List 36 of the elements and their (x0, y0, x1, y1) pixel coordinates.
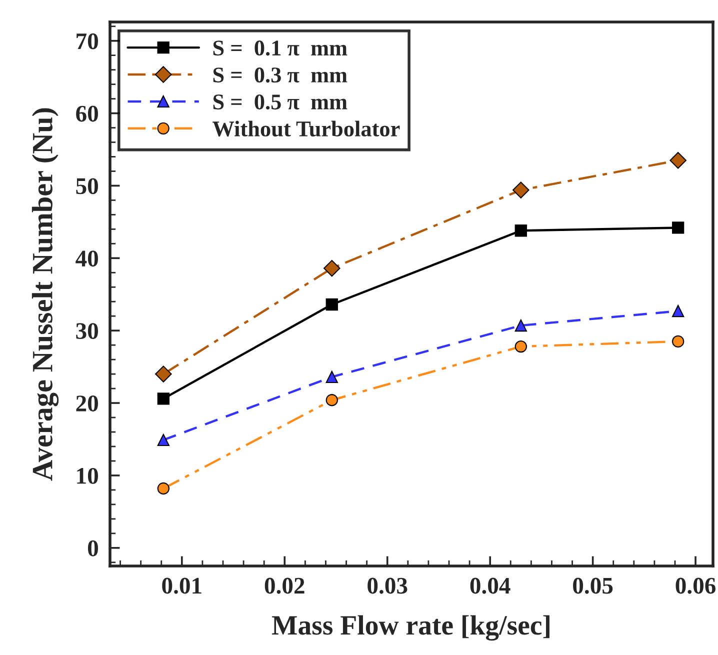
legend-label: Without Turbolator (212, 120, 400, 137)
x-axis-title: Mass Flow rate [kg/sec] (272, 615, 550, 641)
y-tick-label: 10 (77, 468, 98, 484)
x-tick-label: 0.01 (162, 578, 202, 594)
y-tick-label: 50 (76, 178, 98, 194)
y-tick-label: 70 (76, 33, 98, 50)
point (324, 260, 340, 277)
point (155, 366, 172, 382)
point (514, 340, 527, 353)
y-tick-label: 40 (76, 250, 98, 267)
x-tick-label: 0.03 (368, 578, 408, 594)
y-axis-title: Average Nusselt Number (Nu) (32, 108, 59, 481)
legend-label: S = 0.3 π mm (213, 68, 348, 83)
point (326, 298, 338, 311)
x-tick-label: 0.06 (676, 578, 716, 594)
point (670, 152, 686, 169)
point (514, 319, 527, 332)
point (157, 482, 170, 495)
y-tick-label: 0 (88, 540, 98, 556)
x-tick-label: 0.04 (470, 578, 510, 594)
x-tick-label: 0.05 (573, 578, 613, 594)
x-tick-label: 0.02 (264, 578, 304, 594)
point (672, 335, 684, 348)
legend-label: S = 0.5 π mm (213, 94, 348, 110)
point (512, 182, 530, 198)
y-tick-label: 20 (76, 396, 98, 412)
legend-label: S = 0.1 π mm (213, 40, 348, 56)
y-tick-label: 60 (76, 106, 98, 122)
point (326, 370, 338, 384)
point (514, 224, 527, 237)
point (326, 394, 338, 406)
point (157, 434, 170, 446)
y-tick-label: 30 (76, 323, 98, 340)
point (672, 304, 684, 318)
point (672, 222, 684, 234)
point (157, 392, 170, 405)
